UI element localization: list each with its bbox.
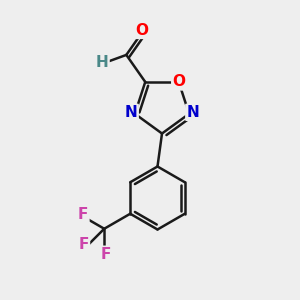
Text: H: H <box>96 55 109 70</box>
Text: O: O <box>135 23 148 38</box>
Text: O: O <box>172 74 185 89</box>
Text: N: N <box>186 105 199 120</box>
Text: N: N <box>125 105 138 120</box>
Text: F: F <box>100 247 111 262</box>
Text: F: F <box>79 237 89 252</box>
Text: F: F <box>78 207 88 222</box>
